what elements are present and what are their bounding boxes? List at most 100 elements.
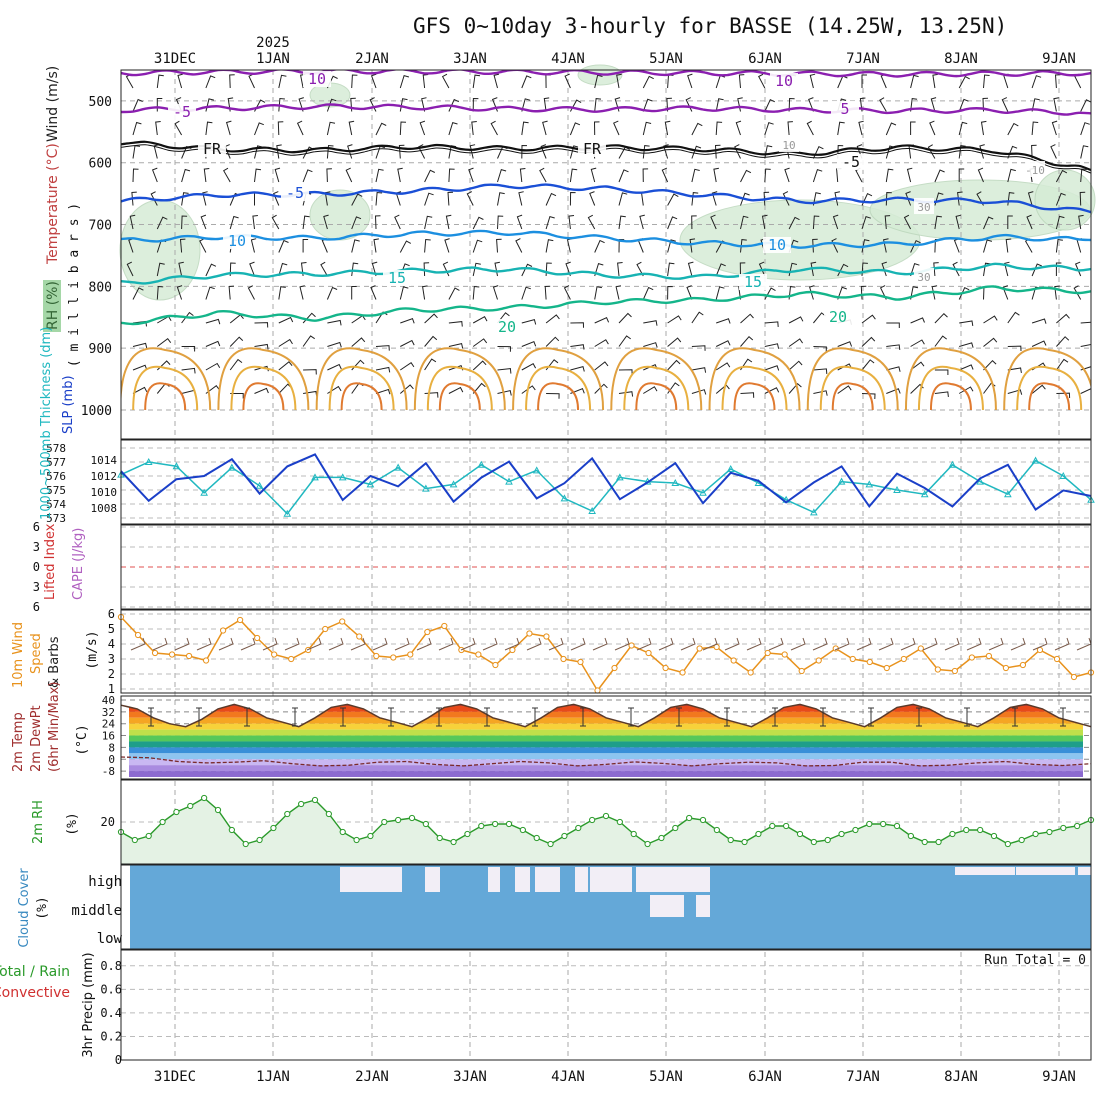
wind-barb bbox=[858, 120, 864, 136]
contour-label: 30 bbox=[917, 201, 930, 214]
lifted-tick: 3 bbox=[33, 540, 40, 554]
wind-barb bbox=[323, 214, 329, 230]
wind-barb bbox=[594, 317, 610, 324]
rh-point bbox=[561, 832, 568, 840]
wind-barb bbox=[931, 285, 938, 300]
wind-speed-point bbox=[407, 651, 414, 658]
warm-contour bbox=[623, 365, 690, 411]
wind-barb bbox=[129, 214, 136, 230]
wind-barb-10m bbox=[460, 637, 476, 651]
wind-barb bbox=[424, 192, 434, 206]
wind-barb bbox=[808, 97, 814, 112]
wind-barb bbox=[1078, 214, 1084, 230]
wind-barb-10m bbox=[394, 637, 410, 651]
cloud-gap-high bbox=[515, 867, 530, 892]
wind-barb bbox=[278, 97, 285, 112]
rh-point bbox=[450, 838, 457, 846]
contour-label-bg bbox=[739, 274, 767, 290]
wind-barb bbox=[788, 286, 796, 300]
contour-label-bg bbox=[223, 233, 251, 249]
wind-barb bbox=[203, 168, 210, 183]
minmax-bar bbox=[436, 707, 442, 727]
wind-barb bbox=[398, 144, 405, 159]
wind-barb bbox=[959, 364, 974, 371]
rh-point bbox=[755, 830, 762, 838]
temp-tick: 0 bbox=[108, 753, 115, 766]
wind-barb bbox=[422, 285, 428, 300]
wind-barb bbox=[590, 167, 597, 183]
contour-label: -5 bbox=[173, 103, 191, 121]
wind-barb bbox=[1031, 318, 1047, 324]
wind-barb bbox=[472, 338, 488, 347]
wind-speed-point bbox=[730, 657, 737, 664]
wind-barb bbox=[1031, 121, 1039, 136]
wind-barb bbox=[715, 121, 723, 136]
wind-barb bbox=[472, 97, 479, 112]
wind-barb bbox=[205, 286, 215, 300]
wind-barb bbox=[691, 192, 699, 206]
wind-speed-point bbox=[168, 651, 176, 658]
warm-contour bbox=[904, 347, 997, 411]
wind-speed-point bbox=[475, 651, 482, 658]
wind-barb bbox=[424, 392, 439, 398]
wind-barb bbox=[132, 287, 144, 300]
wind-barb bbox=[618, 391, 634, 397]
thickness-point bbox=[172, 462, 181, 470]
wind-barb bbox=[910, 121, 916, 135]
rh-fill bbox=[121, 798, 1091, 864]
wind-barb bbox=[374, 215, 381, 230]
wind-barb bbox=[886, 344, 901, 350]
wind-barb bbox=[370, 73, 377, 89]
wind-barb bbox=[544, 285, 551, 300]
rh-point bbox=[270, 824, 277, 832]
wind-barb bbox=[1054, 285, 1060, 300]
cloud-gap-high bbox=[955, 867, 1015, 875]
contour-label-bg bbox=[383, 270, 411, 286]
thickness-point bbox=[366, 480, 375, 488]
wind-barb bbox=[132, 145, 141, 159]
wind-speed-point bbox=[968, 654, 975, 661]
warm-contour bbox=[721, 365, 788, 411]
wind-barb bbox=[740, 192, 750, 206]
cloud-gap-high bbox=[1078, 867, 1091, 875]
wind-barb bbox=[373, 238, 379, 253]
wind-barb bbox=[764, 365, 780, 371]
rh-point bbox=[838, 830, 845, 838]
thickness-point bbox=[255, 481, 264, 489]
wind-barb bbox=[521, 286, 531, 300]
wind-barb bbox=[667, 359, 681, 371]
cloud-gap-high bbox=[340, 867, 402, 892]
wind-speed-point bbox=[696, 645, 703, 652]
wind-barb bbox=[837, 341, 853, 347]
wind-barb bbox=[983, 285, 990, 300]
date-label-top: 5JAN bbox=[649, 51, 683, 67]
wind-barb-10m bbox=[658, 637, 674, 651]
warm-contour bbox=[1028, 382, 1071, 411]
wind-barb-10m bbox=[944, 637, 960, 651]
wind-barb bbox=[1080, 343, 1091, 347]
wind-barb bbox=[448, 386, 464, 394]
rh-point bbox=[478, 822, 485, 830]
wind-barb bbox=[570, 387, 585, 394]
wind-barb bbox=[472, 239, 483, 253]
wind-barb bbox=[327, 363, 342, 371]
thickness-point bbox=[976, 477, 984, 485]
thickness-point bbox=[283, 509, 292, 517]
date-label-bottom: 3JAN bbox=[453, 1069, 487, 1085]
rh-point bbox=[686, 814, 693, 822]
wind-barb bbox=[351, 74, 358, 89]
wind-barb bbox=[614, 97, 621, 112]
warm-contour bbox=[831, 382, 874, 411]
wind-barb bbox=[156, 262, 165, 277]
rh-point bbox=[533, 834, 540, 842]
wind-barb bbox=[886, 388, 901, 394]
thickness-point bbox=[616, 473, 624, 481]
wind-barb-10m bbox=[284, 637, 300, 651]
wind-barb bbox=[884, 215, 891, 230]
wind-barb bbox=[834, 191, 841, 206]
wind-barb bbox=[710, 214, 717, 230]
wind-barb bbox=[832, 214, 839, 230]
rh-point bbox=[1018, 836, 1025, 844]
wind-tick: 1 bbox=[108, 682, 115, 696]
wind-barb bbox=[589, 191, 596, 206]
